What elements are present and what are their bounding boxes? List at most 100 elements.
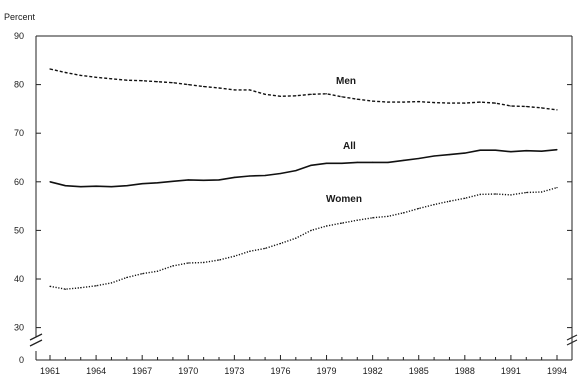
x-tick-label: 1982 — [363, 366, 383, 376]
data-point-women — [556, 187, 558, 189]
data-point-men — [541, 107, 543, 109]
data-point-all — [233, 176, 235, 178]
data-point-all — [310, 164, 312, 166]
data-point-women — [464, 197, 466, 199]
data-point-men — [310, 93, 312, 95]
data-point-men — [356, 98, 358, 100]
x-tick-label: 1994 — [547, 366, 567, 376]
data-point-all — [479, 149, 481, 151]
data-point-men — [264, 93, 266, 95]
data-point-women — [203, 261, 205, 264]
data-point-men — [187, 84, 189, 86]
x-tick-label: 1979 — [317, 366, 337, 376]
data-point-all — [402, 159, 404, 161]
data-point-women — [310, 229, 312, 231]
data-point-all — [203, 179, 205, 181]
data-point-women — [264, 247, 266, 249]
data-point-women — [387, 215, 389, 217]
data-point-all — [49, 181, 51, 183]
data-point-women — [325, 225, 328, 227]
data-point-men — [464, 102, 466, 104]
data-point-men — [325, 93, 328, 95]
data-point-men — [95, 76, 97, 78]
data-point-women — [218, 259, 220, 261]
data-point-all — [110, 186, 113, 188]
data-point-women — [233, 255, 235, 257]
data-point-all — [126, 185, 128, 187]
data-point-all — [387, 161, 389, 163]
y-tick-label: 80 — [14, 80, 24, 90]
data-point-women — [64, 288, 66, 290]
data-point-women — [279, 242, 282, 245]
data-point-all — [448, 154, 451, 156]
data-point-men — [494, 102, 497, 104]
data-point-men — [295, 95, 297, 97]
y-tick-label: 60 — [14, 177, 24, 187]
x-tick-label: 1973 — [224, 366, 244, 376]
data-point-men — [279, 95, 282, 97]
data-point-women — [448, 200, 451, 202]
x-tick-label: 1991 — [501, 366, 521, 376]
data-point-all — [510, 151, 512, 153]
y-axis-unit-label: Percent — [4, 12, 36, 22]
data-point-all — [80, 186, 82, 188]
data-point-men — [372, 100, 374, 102]
data-point-women — [156, 270, 159, 272]
y-tick-label: 30 — [14, 323, 24, 333]
y-tick-label: 0 — [19, 355, 24, 365]
axis-break-mark-upper — [29, 333, 43, 341]
data-point-women — [172, 265, 174, 267]
data-point-women — [541, 191, 543, 193]
series-lines — [49, 68, 558, 290]
data-point-men — [233, 89, 235, 91]
data-point-women — [95, 285, 97, 287]
x-tick-label: 1970 — [178, 366, 198, 376]
data-point-men — [156, 81, 159, 83]
data-point-women — [141, 273, 143, 275]
data-point-men — [218, 87, 220, 89]
series-label-men: Men — [336, 76, 356, 87]
data-point-men — [249, 89, 251, 91]
data-point-men — [64, 71, 66, 74]
data-point-men — [525, 105, 527, 108]
data-point-all — [325, 162, 328, 164]
data-point-all — [264, 174, 266, 177]
data-point-women — [49, 285, 51, 287]
data-point-women — [356, 219, 358, 221]
data-point-women — [525, 191, 527, 194]
data-point-all — [418, 157, 420, 160]
data-point-men — [49, 68, 51, 70]
data-point-all — [172, 180, 174, 182]
data-point-all — [494, 149, 497, 151]
data-point-all — [141, 183, 143, 185]
x-tick-label: 1961 — [40, 366, 60, 376]
x-tick-label: 1985 — [409, 366, 429, 376]
data-point-men — [341, 96, 343, 98]
series-line-women — [49, 186, 558, 290]
data-point-all — [279, 172, 282, 175]
data-point-women — [418, 207, 420, 210]
series-line-men — [49, 68, 558, 111]
data-point-men — [433, 102, 435, 104]
data-point-men — [126, 79, 128, 81]
data-point-women — [510, 194, 512, 196]
data-point-men — [203, 85, 205, 88]
y-tick-label: 50 — [14, 225, 24, 235]
data-point-men — [448, 102, 451, 104]
data-point-all — [541, 150, 543, 152]
data-point-men — [141, 80, 143, 82]
data-point-all — [249, 175, 251, 177]
data-point-women — [126, 276, 128, 279]
series-label-all: All — [343, 141, 356, 152]
x-tick-label: 1967 — [132, 366, 152, 376]
data-point-women — [295, 237, 297, 239]
data-point-men — [110, 78, 113, 80]
data-point-all — [433, 155, 435, 157]
data-point-men — [418, 101, 420, 103]
data-point-all — [187, 179, 189, 181]
y-axis-ticks: 0 30 40 50 60 70 80 90 — [14, 31, 572, 365]
axis-break-mark-lower — [29, 339, 43, 347]
data-point-women — [80, 287, 82, 289]
data-point-all — [356, 161, 358, 163]
y-tick-label: 90 — [14, 31, 24, 41]
